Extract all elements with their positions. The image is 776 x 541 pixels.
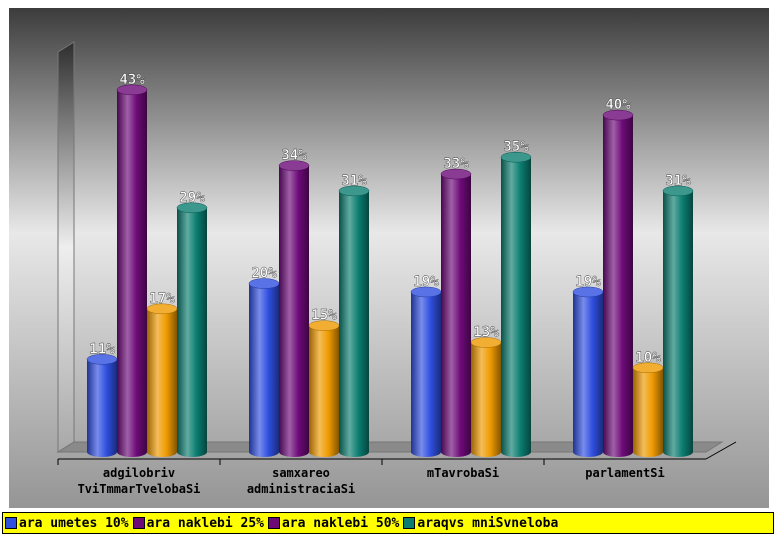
legend-label: araqvs mniSvneloba [417,515,559,531]
bar-body [279,165,309,457]
data-label: 31% [665,173,691,189]
bar [470,337,502,457]
bar-top [602,109,634,121]
bar [440,168,472,458]
data-label: 17% [149,291,175,307]
x-axis-depth-line [705,441,737,460]
bar-body [177,207,207,457]
bar-body [411,291,441,457]
bar [248,278,280,457]
legend-label: ara umetes 10% [19,515,129,531]
legend-label: ara naklebi 50% [281,515,400,531]
legend-item: ara umetes 10% [5,516,129,531]
x-tick-label: mTavrobaSi [427,466,499,480]
x-tick-label: administraciaSi [247,482,355,496]
legend-swatch [132,517,145,529]
bars-layer [86,84,694,458]
bar [662,185,694,457]
legend-swatch [5,517,17,529]
bar-body [339,190,369,457]
x-tick-label: samxareo [272,466,330,480]
bar-top [176,202,208,214]
data-label: 35% [503,139,529,155]
data-label: 19% [413,274,439,290]
bar-top [116,84,148,96]
legend-item: ara naklebi 25% [132,515,264,531]
bar-body [117,89,147,457]
labels-layer: 11% 43% 17% 29% 20% 34% 15% 31% 19% 33% 13% 35% 19% 4… [89,72,691,366]
bar-body [249,283,279,457]
bar-top [440,168,472,180]
legend-swatch [267,517,280,529]
bar-body [501,157,531,457]
bar-top [278,160,310,171]
bar [278,160,310,457]
bar [116,84,148,457]
data-label: 33% [443,156,469,172]
data-label: 40% [605,97,631,113]
legend: ara umetes 10% ara naklebi 25% ara naklebi… [2,512,774,534]
bar-body [633,367,663,457]
bar [86,354,118,457]
data-label: 15% [311,308,337,324]
bar [572,286,604,457]
side-wall [57,41,75,453]
bar-body [309,325,339,457]
bar-body [471,342,501,457]
bar-body [663,190,693,457]
data-label: 10% [635,350,661,366]
bar [146,303,178,457]
data-label: 29% [179,190,205,206]
legend-swatch [403,517,416,529]
legend-item: ara naklebi 50% [267,515,400,531]
bar [602,109,634,457]
bar-top [338,185,370,197]
data-label: 31% [341,173,367,189]
bar-top [500,151,532,163]
bar-body [573,291,603,457]
bar [176,202,208,457]
bar-top [662,185,694,197]
bar-body [603,115,633,457]
bar-body [147,308,177,457]
x-tick-label: adgilobriv [103,466,175,480]
data-label: 20% [251,266,277,282]
bar [338,185,370,457]
tick-labels-layer: adgilobriv TviTmmarTvelobaSi samxareo admin… [57,459,665,496]
data-label: 11% [89,341,115,357]
bar [500,151,532,457]
bar-body [87,359,117,457]
bar [632,362,664,457]
x-tick-label: TviTmmarTvelobaSi [78,482,201,496]
data-label: 34% [281,148,307,164]
data-label: 43% [119,72,145,88]
bar [308,320,340,457]
bar [410,286,442,457]
legend-item: araqvs mniSvneloba [403,516,558,531]
legend-label: ara naklebi 25% [146,515,264,531]
data-label: 19% [575,274,601,290]
x-tick-label: parlamentSi [585,466,664,480]
bar-body [441,174,471,458]
data-label: 13% [473,325,499,341]
axes-layer [56,41,737,460]
